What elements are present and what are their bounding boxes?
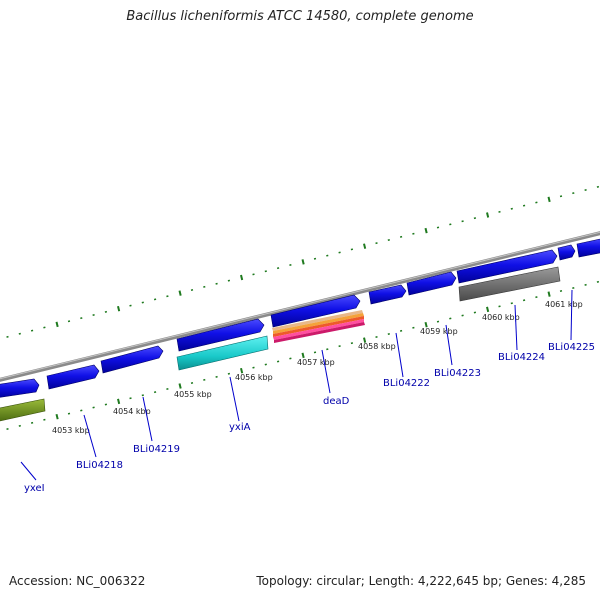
gene-label-bli04218[interactable]: BLi04218 <box>76 460 123 471</box>
gene-label-yxei[interactable]: yxeI <box>24 483 45 494</box>
major-tick <box>486 212 490 218</box>
scale-label: 4054 kbp <box>113 407 151 416</box>
gene-arrow[interactable] <box>456 249 558 284</box>
gene-label-bli04222[interactable]: BLi04222 <box>383 378 430 389</box>
major-tick <box>301 259 305 265</box>
gene-label-dead[interactable]: deaD <box>323 396 350 407</box>
major-tick <box>117 305 121 312</box>
gene-arrow[interactable] <box>176 318 265 352</box>
major-tick <box>55 413 59 420</box>
major-tick <box>178 383 182 389</box>
forward-genes <box>0 238 600 398</box>
gene-label-bli04224[interactable]: BLi04224 <box>498 352 545 363</box>
gene-arrow[interactable] <box>576 238 600 258</box>
major-tick <box>363 243 367 249</box>
topology-text: Topology: circular; Length: 4,222,645 bp… <box>256 574 586 588</box>
scale-label: 4060 kbp <box>482 313 520 322</box>
gene-labels: yxeI BLi04218 BLi04219 yxiA deaD BLi0422… <box>24 342 595 494</box>
major-tick <box>301 352 305 359</box>
scale-label: 4055 kbp <box>174 390 212 399</box>
other-features <box>0 266 561 422</box>
scale-label: 4056 kbp <box>235 373 273 382</box>
scale-labels: 4053 kbp 4054 kbp 4055 kbp 4056 kbp 4057… <box>52 300 583 435</box>
major-tick <box>178 290 182 296</box>
gene-label-bli04219[interactable]: BLi04219 <box>133 444 180 455</box>
sequence-backbone-highlight <box>0 231 600 380</box>
major-tick <box>117 398 121 405</box>
gene-label-bli04223[interactable]: BLi04223 <box>434 368 481 379</box>
gene-arrow[interactable] <box>270 294 361 328</box>
major-tick <box>547 291 551 297</box>
gene-label-yxia[interactable]: yxiA <box>229 422 251 433</box>
olive-feature[interactable] <box>0 398 46 422</box>
gene-arrow[interactable] <box>0 378 40 398</box>
gene-arrow[interactable] <box>368 284 407 305</box>
scale-label: 4061 kbp <box>545 300 583 309</box>
major-tick <box>363 337 367 343</box>
inner-tick-row <box>6 280 600 430</box>
multicolor-feature[interactable] <box>272 310 365 343</box>
major-tick <box>55 321 59 328</box>
map-title: Bacillus licheniformis ATCC 14580, compl… <box>126 9 474 24</box>
major-tick <box>486 306 490 313</box>
scale-label: 4053 kbp <box>52 426 90 435</box>
gene-arrow[interactable] <box>100 345 164 374</box>
outer-tick-row <box>6 185 600 338</box>
major-tick <box>547 196 551 203</box>
major-tick <box>240 367 244 374</box>
scale-label: 4058 kbp <box>358 342 396 351</box>
gene-leader-lines <box>20 289 573 481</box>
major-tick <box>424 321 428 328</box>
gene-arrow[interactable] <box>46 364 100 390</box>
major-tick <box>240 274 244 281</box>
sequence-backbone <box>0 231 600 382</box>
accession-text: Accession: NC_006322 <box>9 574 146 588</box>
gene-arrow[interactable] <box>557 244 576 261</box>
cyan-feature[interactable] <box>176 335 269 371</box>
gene-arrow[interactable] <box>406 271 457 296</box>
scale-label: 4059 kbp <box>420 327 458 336</box>
grey-feature[interactable] <box>458 266 561 302</box>
major-tick <box>424 227 428 234</box>
gene-label-bli04225[interactable]: BLi04225 <box>548 342 595 353</box>
scale-label: 4057 kbp <box>297 358 335 367</box>
